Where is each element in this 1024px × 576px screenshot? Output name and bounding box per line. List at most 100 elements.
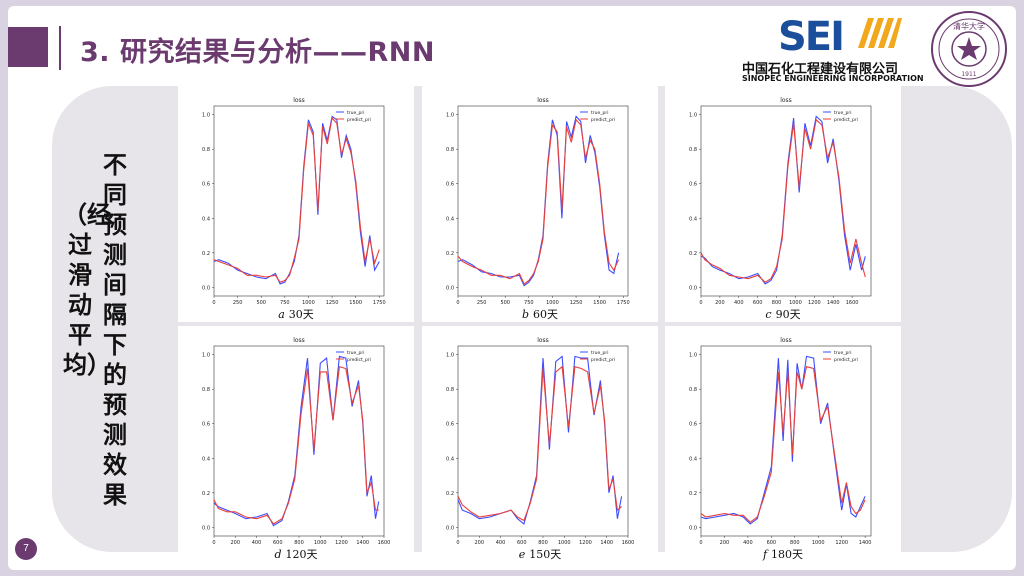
series-line-predict_pri [700, 118, 866, 283]
legend-label: true_pri [834, 110, 851, 116]
chart-svg: loss 0.0 0.2 0.4 0.6 0.8 1.0 0 250 500 750 1000 1250… [202, 97, 386, 306]
y-tick-label: 1.0 [446, 353, 454, 359]
caption-letter: b [521, 308, 530, 321]
x-tick-label: 800 [772, 300, 782, 306]
legend-label: predict_pri [591, 357, 615, 363]
chart-title: loss [780, 337, 792, 344]
legend-label: true_pri [834, 350, 851, 356]
x-tick-label: 200 [720, 540, 730, 546]
x-tick-label: 1200 [808, 300, 821, 306]
caption-letter: f [762, 548, 768, 561]
series-line-predict_pri [700, 366, 866, 523]
y-tick-label: 0.6 [202, 182, 210, 188]
title-separator [59, 26, 61, 70]
y-tick-label: 0.6 [202, 422, 210, 428]
caption-text: 120天 [285, 548, 318, 561]
legend-label: true_pri [591, 110, 608, 116]
x-tick-label: 1750 [617, 300, 630, 306]
y-tick-label: 0.6 [446, 182, 454, 188]
y-tick-label: 1.0 [689, 113, 697, 119]
x-tick-label: 800 [538, 540, 548, 546]
x-tick-label: 1600 [846, 300, 859, 306]
chart-caption: d 120天 [178, 546, 414, 562]
university-seal-icon: 清华大学 1911 [931, 11, 1007, 87]
series-line-predict_pri [213, 365, 379, 525]
y-tick-label: 0.2 [446, 491, 454, 497]
x-tick-label: 1400 [827, 300, 840, 306]
chart-card: loss 0.0 0.2 0.4 0.6 0.8 1.0 0 200 400 600 800 1000 1… [665, 326, 901, 562]
legend-label: predict_pri [834, 357, 858, 363]
logo-stripes-icon [858, 18, 902, 48]
seal-year-text: 1911 [961, 71, 976, 78]
plot-area [213, 105, 385, 297]
series-line-predict_pri [213, 116, 380, 283]
legend-label: predict_pri [834, 117, 858, 123]
chart-card: loss 0.0 0.2 0.4 0.6 0.8 1.0 0 200 400 600 800 1000 1… [422, 326, 658, 562]
y-tick-label: 1.0 [446, 113, 454, 119]
chart-caption: e 150天 [422, 546, 658, 562]
y-tick-label: 0.0 [689, 285, 697, 291]
y-tick-label: 1.0 [202, 353, 210, 359]
y-tick-label: 0.2 [689, 491, 697, 497]
y-tick-label: 0.0 [202, 285, 210, 291]
slide-title: 3. 研究结果与分析——RNN [80, 37, 435, 68]
caption-text: 150天 [529, 548, 562, 561]
chart-title: loss [293, 337, 305, 344]
chart-svg: loss 0.0 0.2 0.4 0.6 0.8 1.0 0 250 500 750 1000 1250… [446, 97, 630, 306]
sinopec-logo: SEI 中国石化工程建设有限公司 SINOPEC ENGINEERING INC… [740, 12, 924, 84]
x-tick-label: 1750 [373, 300, 386, 306]
y-tick-label: 0.2 [202, 491, 210, 497]
y-tick-label: 0.0 [689, 525, 697, 531]
y-tick-label: 0.4 [202, 216, 210, 222]
x-tick-label: 200 [230, 540, 240, 546]
seal-name-text: 清华大学 [953, 21, 985, 31]
x-tick-label: 1200 [335, 540, 348, 546]
legend-label: true_pri [591, 350, 608, 356]
y-tick-label: 0.8 [446, 147, 454, 153]
logo-cn-text: 中国石化工程建设有限公司 [742, 62, 899, 77]
series-line-predict_pri [457, 118, 620, 285]
y-tick-label: 0.0 [446, 525, 454, 531]
x-tick-label: 0 [699, 300, 702, 306]
chart-svg: loss 0.0 0.2 0.4 0.6 0.8 1.0 0 200 400 600 800 1000 1… [446, 337, 634, 546]
x-tick-label: 1000 [546, 300, 559, 306]
y-tick-label: 0.8 [202, 147, 210, 153]
x-tick-label: 400 [743, 540, 753, 546]
x-tick-label: 600 [273, 540, 283, 546]
x-tick-label: 1000 [558, 540, 571, 546]
y-tick-label: 0.6 [689, 182, 697, 188]
chart-card: loss 0.0 0.2 0.4 0.6 0.8 1.0 0 200 400 600 800 1000 1… [665, 86, 901, 322]
chart-title: loss [780, 97, 792, 104]
chart-title: loss [537, 337, 549, 344]
plot-area [457, 105, 629, 297]
y-tick-label: 0.2 [202, 251, 210, 257]
x-tick-label: 0 [212, 540, 215, 546]
y-tick-label: 1.0 [689, 353, 697, 359]
x-tick-label: 0 [699, 540, 702, 546]
x-tick-label: 1400 [600, 540, 613, 546]
y-tick-label: 0.4 [446, 216, 454, 222]
caption-text: 90天 [775, 308, 801, 321]
legend-label: true_pri [347, 350, 364, 356]
chart-caption: a 30天 [178, 306, 414, 322]
x-tick-label: 1600 [378, 540, 391, 546]
y-tick-label: 0.2 [446, 251, 454, 257]
caption-letter: d [274, 548, 282, 561]
x-tick-label: 1200 [835, 540, 848, 546]
series-line-predict_pri [457, 365, 622, 522]
x-tick-label: 1250 [570, 300, 583, 306]
chart-title: loss [537, 97, 549, 104]
y-tick-label: 0.6 [689, 422, 697, 428]
x-tick-label: 600 [753, 300, 763, 306]
x-tick-label: 1000 [302, 300, 315, 306]
x-tick-label: 800 [294, 540, 304, 546]
legend-label: true_pri [347, 110, 364, 116]
x-tick-label: 600 [767, 540, 777, 546]
chart-svg: loss 0.0 0.2 0.4 0.6 0.8 1.0 0 200 400 600 800 1000 1… [689, 337, 872, 546]
vertical-title: 不同预测间隔下的预测效果 [103, 151, 127, 509]
y-tick-label: 0.2 [689, 251, 697, 257]
caption-letter: c [765, 308, 772, 321]
vertical-subtitle: （经过滑动平均） [63, 201, 111, 379]
x-tick-label: 400 [496, 540, 506, 546]
plot-area [700, 345, 872, 537]
